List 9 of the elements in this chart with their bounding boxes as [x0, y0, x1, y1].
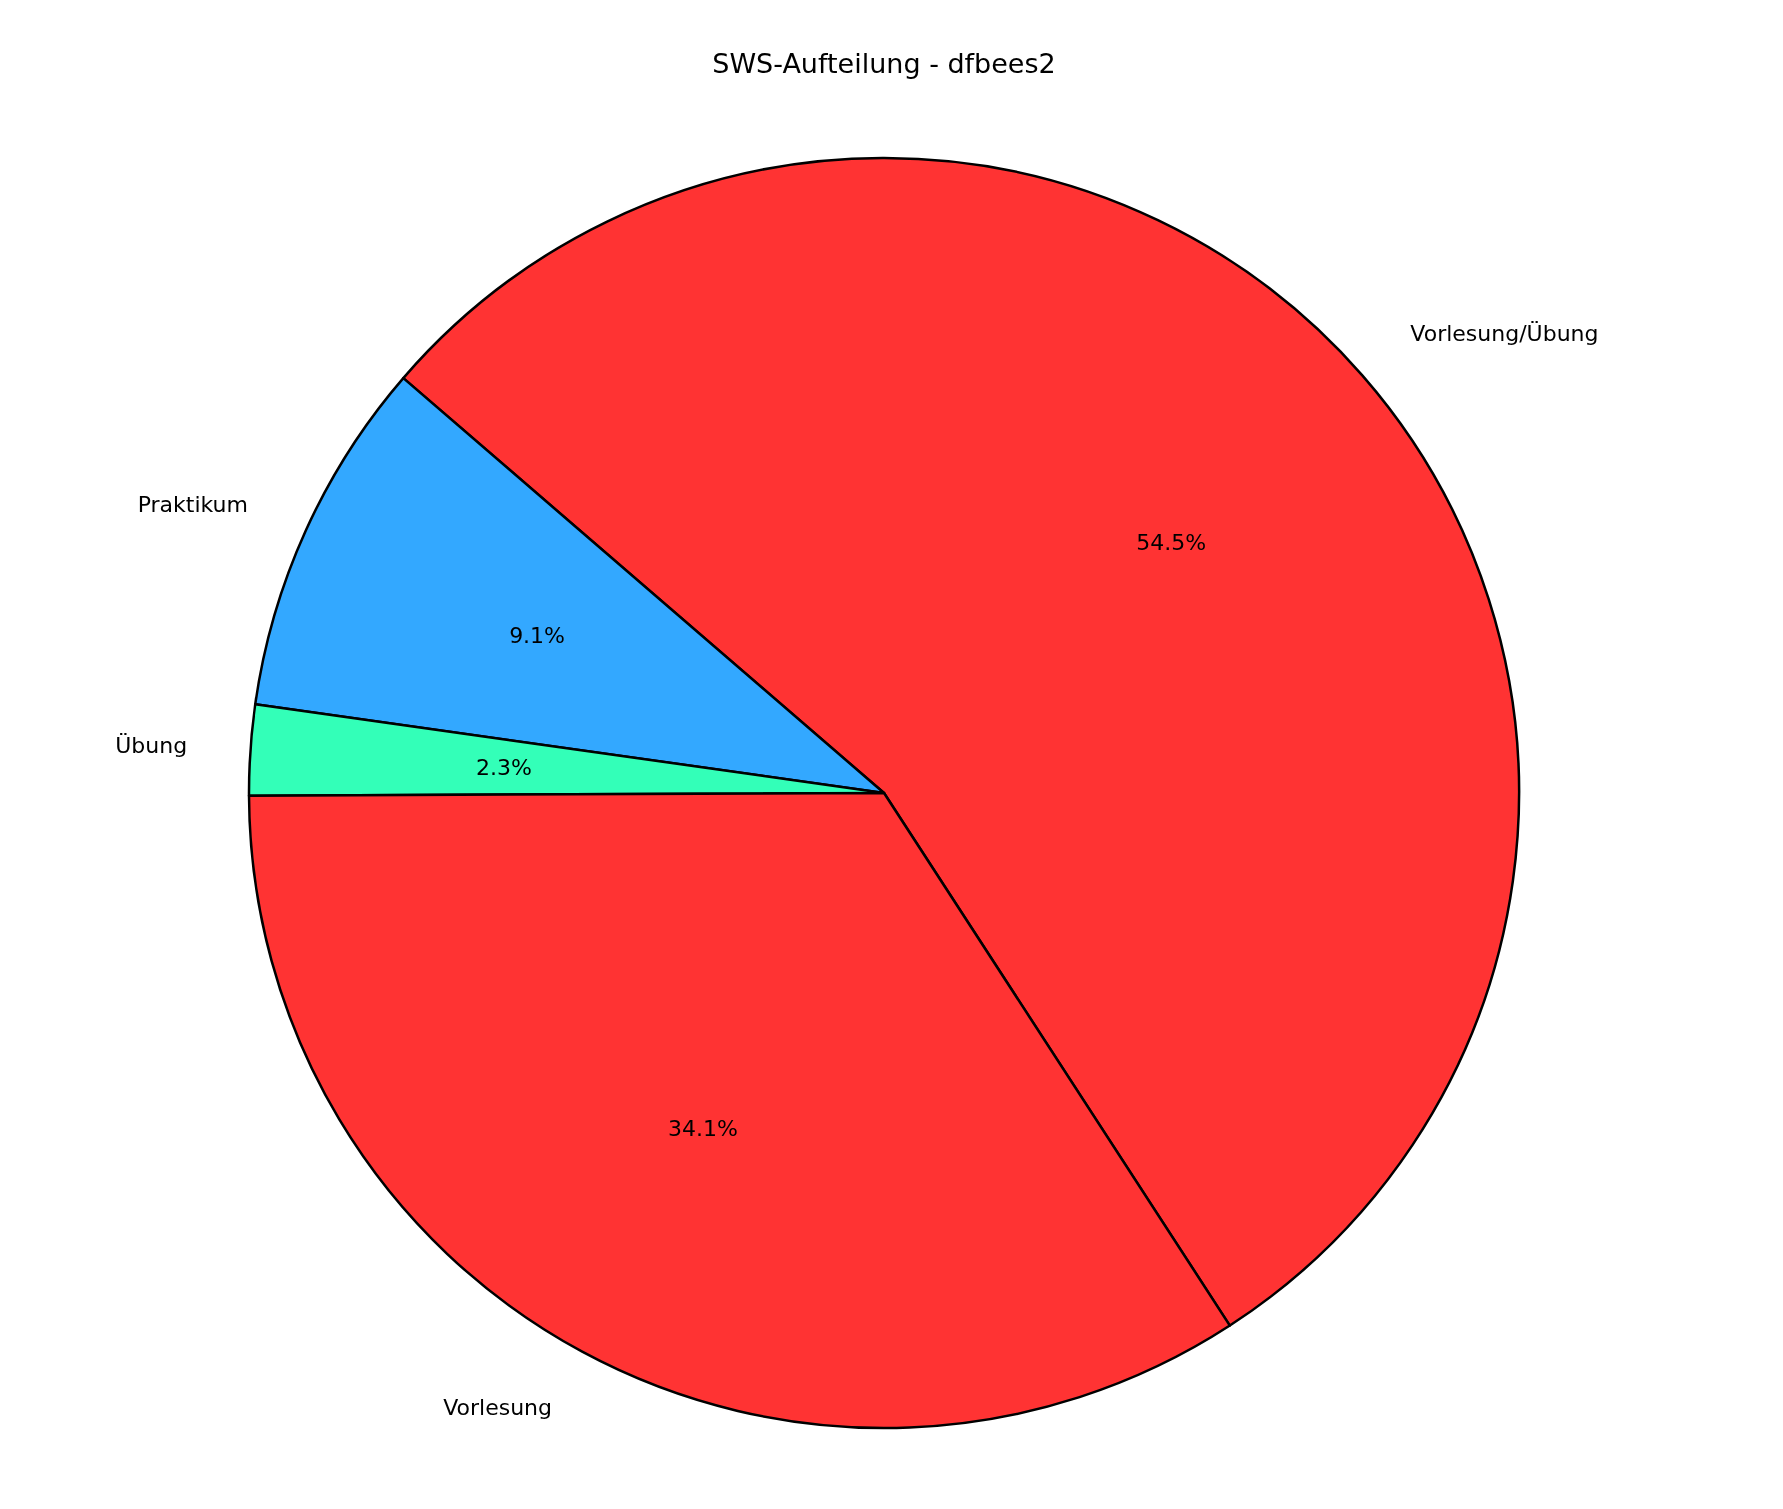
data-label: 2.3%	[475, 754, 532, 780]
data-label: 54.5%	[1136, 530, 1207, 556]
data-label: 9.1%	[509, 622, 566, 648]
slice-label: Praktikum	[137, 491, 248, 517]
slice-label: Vorlesung/Übung	[1410, 321, 1599, 347]
chart-title: SWS-Aufteilung - dfbees2	[712, 47, 1056, 79]
slice-label: Vorlesung	[443, 1395, 552, 1421]
data-label: 34.1%	[667, 1115, 738, 1141]
slice-label: Übung	[115, 732, 188, 758]
